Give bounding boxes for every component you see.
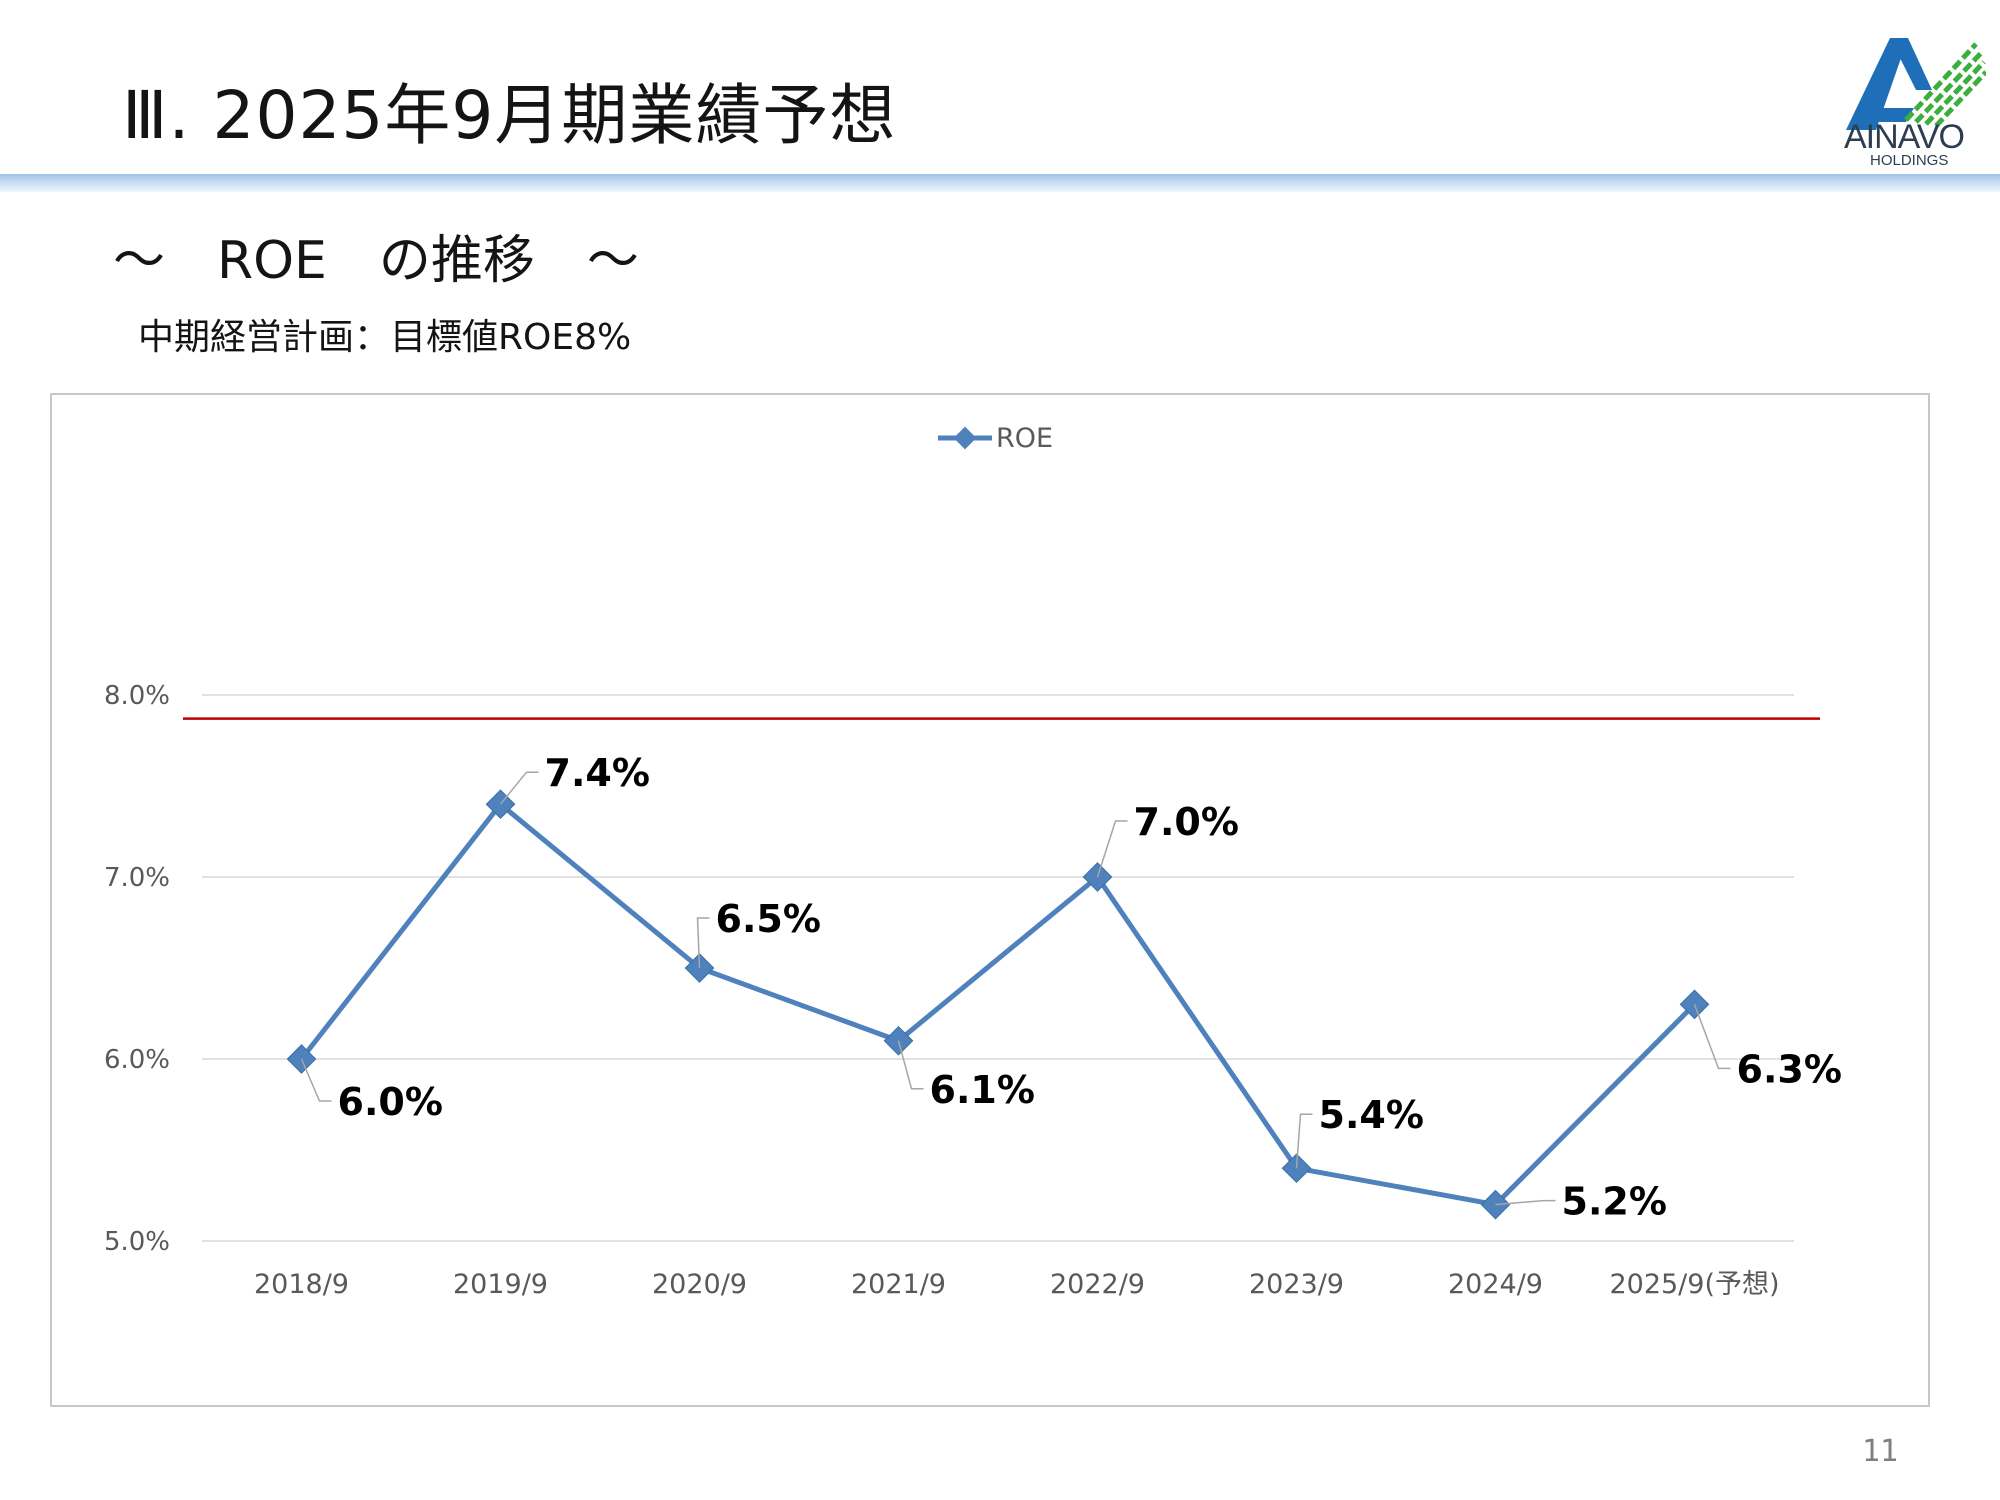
data-label: 6.5%	[716, 897, 821, 941]
chart-frame: 5.0% 6.0% 7.0% 8.0% 2018/9 2019/9 2020/9 2021/9…	[50, 393, 1930, 1407]
leader-line	[300, 1058, 332, 1102]
target-note: 中期経営計画：目標値ROE8%	[138, 317, 632, 358]
data-label: 6.0%	[338, 1080, 443, 1124]
header-divider	[0, 174, 2000, 192]
page-title: Ⅲ. 2025年9月期業績予想	[122, 77, 897, 154]
data-label: 6.3%	[1737, 1047, 1842, 1091]
leader-line	[696, 917, 710, 969]
x-tick-label: 2021/9	[851, 1269, 946, 1300]
leader-line	[1096, 820, 1128, 878]
leader-line	[1295, 1113, 1313, 1169]
x-tick-label: 2018/9	[254, 1269, 349, 1300]
roe-line-chart: 5.0% 6.0% 7.0% 8.0% 2018/9 2019/9 2020/9 2021/9…	[104, 423, 1842, 1300]
data-label: 5.4%	[1319, 1093, 1424, 1137]
legend-marker	[953, 426, 977, 450]
company-logo	[1846, 38, 1986, 130]
x-tick-label: 2024/9	[1448, 1269, 1543, 1300]
legend-label: ROE	[996, 423, 1053, 454]
x-tick-label: 2025/9(予想)	[1609, 1269, 1779, 1300]
section-subtitle: ～ ROE の推移 ～	[113, 231, 639, 291]
x-tick-label: 2019/9	[453, 1269, 548, 1300]
data-label: 5.2%	[1562, 1180, 1667, 1224]
leader-line	[1693, 1004, 1731, 1070]
logo-subtext: HOLDINGS	[1870, 152, 1949, 169]
x-tick-label: 2023/9	[1249, 1269, 1344, 1300]
x-tick-label: 2022/9	[1050, 1269, 1145, 1300]
y-tick-label: 8.0%	[104, 681, 170, 711]
leader-line	[897, 1040, 924, 1090]
x-tick-label: 2020/9	[652, 1269, 747, 1300]
roe-series-line	[299, 801, 1697, 1208]
data-label: 7.4%	[545, 751, 650, 795]
logo-wordmark: AINAVO	[1844, 118, 1965, 156]
y-tick-label: 6.0%	[104, 1045, 170, 1075]
leader-line	[1495, 1199, 1556, 1206]
y-tick-label: 5.0%	[104, 1227, 170, 1257]
page-number: 11	[1862, 1434, 1899, 1469]
y-tick-label: 7.0%	[104, 863, 170, 893]
leader-line	[499, 771, 539, 805]
data-label: 6.1%	[930, 1068, 1035, 1112]
data-label: 7.0%	[1134, 800, 1239, 844]
